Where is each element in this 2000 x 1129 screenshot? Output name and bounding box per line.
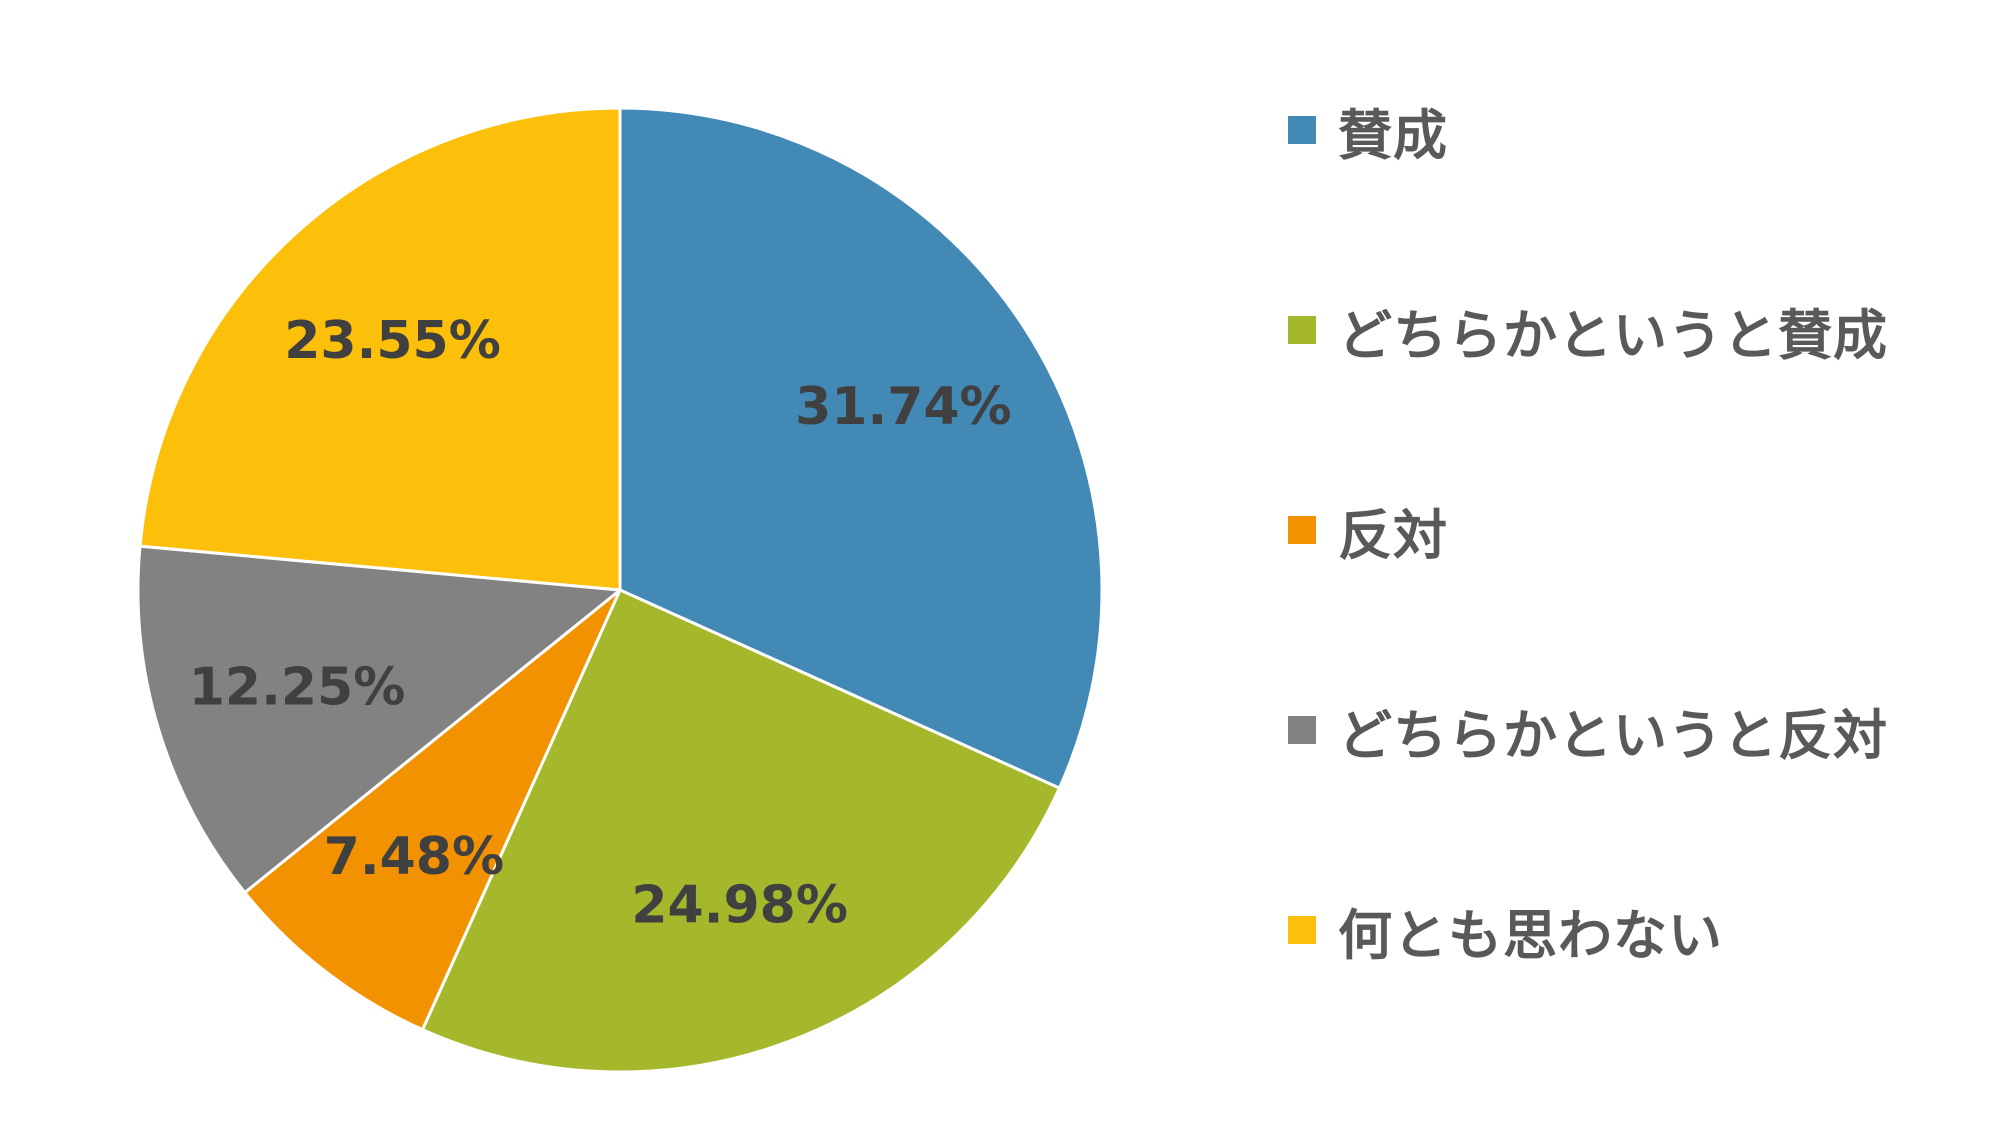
pie-chart: 31.74% 24.98% 7.48% 12.25% 23.55% <box>136 106 1104 1074</box>
legend-label: どちらかというと反対 <box>1338 703 1888 767</box>
legend-item-5: 何とも思わない <box>1288 895 1723 967</box>
data-label-5: 23.55% <box>284 311 501 371</box>
legend-label: どちらかというと賛成 <box>1338 303 1888 367</box>
legend-swatch-icon <box>1288 116 1316 144</box>
legend-label: 反対 <box>1338 503 1448 567</box>
data-label-3: 7.48% <box>324 827 504 887</box>
pie-slice-1 <box>618 106 1104 790</box>
pie-slice-2 <box>420 588 1061 1074</box>
legend-item-2: どちらかというと賛成 <box>1288 295 1888 367</box>
legend-swatch-icon <box>1288 516 1316 544</box>
legend-item-1: 賛成 <box>1288 95 1448 167</box>
legend-swatch-icon <box>1288 916 1316 944</box>
pie-data-labels: 31.74% 24.98% 7.48% 12.25% 23.55% <box>189 311 1012 936</box>
legend-label: 何とも思わない <box>1338 903 1723 967</box>
pie-slice-4 <box>136 544 622 895</box>
legend-swatch-icon <box>1288 716 1316 744</box>
data-label-2: 24.98% <box>631 875 848 935</box>
pie-slice-3 <box>243 588 622 1032</box>
pie-slices <box>136 106 1104 1074</box>
pie-slice-5 <box>138 106 622 592</box>
legend-swatch-icon <box>1288 316 1316 344</box>
legend-item-3: 反対 <box>1288 495 1448 567</box>
legend-item-4: どちらかというと反対 <box>1288 695 1888 767</box>
legend-label: 賛成 <box>1338 103 1448 167</box>
data-label-1: 31.74% <box>795 377 1012 437</box>
data-label-4: 12.25% <box>189 658 406 718</box>
